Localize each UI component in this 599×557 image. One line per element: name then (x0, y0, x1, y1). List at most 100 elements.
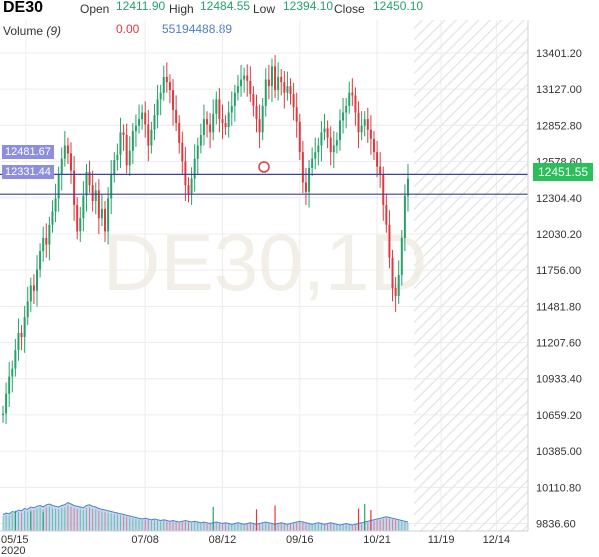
candle[interactable] (8, 362, 11, 407)
candle[interactable] (366, 107, 369, 143)
candle[interactable] (230, 91, 233, 126)
candle[interactable] (202, 104, 205, 146)
candle[interactable] (48, 216, 51, 261)
candle[interactable] (45, 223, 48, 258)
candle[interactable] (301, 140, 304, 194)
candle[interactable] (42, 226, 45, 262)
candle[interactable] (277, 62, 280, 101)
candle[interactable] (199, 123, 202, 154)
candle[interactable] (261, 98, 264, 141)
candle[interactable] (26, 286, 29, 326)
candle[interactable] (144, 101, 147, 138)
candle[interactable] (233, 84, 236, 122)
candle[interactable] (73, 156, 76, 221)
candle[interactable] (320, 121, 323, 162)
candle[interactable] (249, 66, 252, 102)
candle[interactable] (66, 137, 69, 165)
candle[interactable] (156, 84, 159, 129)
candle[interactable] (406, 164, 409, 212)
candle[interactable] (94, 182, 97, 215)
candle[interactable] (236, 74, 239, 101)
candle[interactable] (314, 137, 317, 170)
candle[interactable] (283, 70, 286, 109)
candle[interactable] (29, 277, 32, 312)
candle[interactable] (5, 382, 8, 425)
candle[interactable] (76, 197, 79, 240)
candle[interactable] (190, 167, 193, 205)
candle[interactable] (394, 276, 397, 312)
alert-marker[interactable] (258, 161, 270, 173)
candle[interactable] (270, 58, 273, 102)
candle[interactable] (125, 123, 128, 174)
candle[interactable] (274, 55, 277, 99)
candle[interactable] (196, 137, 199, 175)
candle[interactable] (388, 210, 391, 269)
candle[interactable] (240, 65, 243, 97)
candle[interactable] (57, 166, 60, 212)
candle[interactable] (88, 160, 91, 194)
hline-lower-label[interactable]: 12331.44 (2, 165, 54, 179)
candle[interactable] (403, 184, 406, 252)
candle[interactable] (60, 147, 63, 191)
candle[interactable] (264, 68, 267, 117)
candle[interactable] (317, 137, 320, 166)
candle[interactable] (335, 132, 338, 154)
candle[interactable] (379, 152, 382, 188)
candle[interactable] (243, 67, 246, 93)
candle[interactable] (110, 160, 113, 215)
candle[interactable] (147, 109, 150, 162)
candle[interactable] (326, 120, 329, 149)
candle[interactable] (227, 101, 230, 138)
candle[interactable] (51, 200, 54, 233)
candle[interactable] (400, 230, 403, 286)
candle[interactable] (351, 78, 354, 106)
candle[interactable] (295, 92, 298, 138)
candle[interactable] (172, 78, 175, 126)
candle[interactable] (159, 84, 162, 116)
candle[interactable] (17, 318, 20, 361)
candle[interactable] (134, 114, 137, 147)
candle[interactable] (11, 360, 14, 393)
candle[interactable] (224, 115, 227, 135)
candle[interactable] (85, 164, 88, 212)
candle[interactable] (128, 136, 131, 176)
candle[interactable] (138, 104, 141, 134)
candle[interactable] (116, 143, 119, 171)
candle[interactable] (218, 88, 221, 133)
candle[interactable] (212, 99, 215, 141)
candle[interactable] (376, 140, 379, 178)
candle[interactable] (345, 98, 348, 129)
candle[interactable] (39, 243, 42, 278)
candle[interactable] (175, 95, 178, 132)
candle[interactable] (357, 101, 360, 149)
candle[interactable] (187, 177, 190, 203)
candle[interactable] (372, 131, 375, 161)
candle[interactable] (36, 255, 39, 307)
candle[interactable] (323, 113, 326, 141)
candle[interactable] (252, 86, 255, 117)
candle[interactable] (206, 111, 209, 138)
candle[interactable] (298, 113, 301, 161)
candle[interactable] (2, 405, 4, 423)
candle[interactable] (153, 103, 156, 141)
candle[interactable] (32, 274, 35, 304)
candle[interactable] (82, 181, 85, 232)
candle[interactable] (79, 206, 82, 242)
candle[interactable] (63, 131, 66, 167)
candle[interactable] (258, 104, 261, 149)
candle[interactable] (360, 111, 363, 141)
candle[interactable] (267, 65, 270, 100)
candle[interactable] (338, 109, 341, 151)
candle[interactable] (131, 123, 134, 165)
candle[interactable] (20, 325, 23, 351)
candle[interactable] (165, 62, 168, 93)
candle[interactable] (178, 115, 181, 154)
candle[interactable] (246, 64, 249, 97)
candle[interactable] (107, 187, 110, 245)
candle[interactable] (255, 94, 258, 133)
candle[interactable] (329, 126, 332, 166)
candle[interactable] (168, 74, 171, 104)
candle[interactable] (119, 117, 122, 168)
